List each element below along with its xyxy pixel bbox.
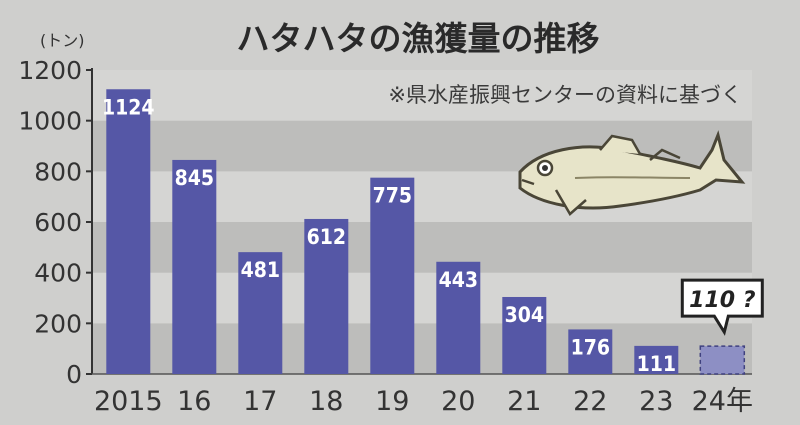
category-label: 20 (441, 386, 475, 417)
bar-value-label: 304 (505, 303, 544, 327)
bar (304, 218, 349, 374)
fish-icon (518, 130, 746, 216)
grid-band (92, 70, 752, 121)
category-label: 19 (375, 386, 409, 417)
y-tick-label: 600 (34, 208, 82, 237)
y-tick-label: 400 (34, 259, 82, 288)
category-label: 2015 (94, 386, 163, 417)
callout-label: 110 ? (689, 288, 756, 313)
y-tick-label: 1200 (18, 56, 82, 85)
bar (568, 329, 613, 374)
bar-value-label: 176 (571, 335, 610, 359)
bar-value-label: 612 (307, 225, 346, 249)
y-tick-label: 200 (34, 309, 82, 338)
source-note: ※県水産振興センターの資料に基づく (388, 83, 742, 107)
y-tick-labels: 0 200 400 600 800 1000 1200 (18, 56, 82, 389)
category-label: 23 (639, 386, 673, 417)
bar-value-label: 845 (175, 166, 214, 190)
bar-value-label: 443 (439, 268, 478, 292)
bar-value-label: 111 (637, 352, 676, 376)
bar-value-label: 481 (241, 258, 280, 282)
category-labels: 2015 16 17 18 19 20 21 22 23 24年 (94, 386, 753, 417)
chart-title: ハタハタの漁獲量の推移 (237, 19, 600, 58)
y-tick-label: 800 (34, 157, 82, 186)
bar (172, 159, 217, 374)
bar (502, 296, 547, 374)
bar (634, 345, 679, 374)
bar (436, 261, 481, 374)
category-label: 22 (573, 386, 607, 417)
bar-value-label: 1124 (102, 95, 155, 119)
bar-value-labels: 1124 845 481 612 775 443 304 176 111 (102, 95, 676, 376)
unit-label: (トン) (40, 31, 85, 50)
category-label: 17 (243, 386, 277, 417)
category-label: 18 (309, 386, 343, 417)
bars (106, 89, 746, 375)
category-label: 16 (177, 386, 211, 417)
bar (370, 177, 415, 374)
bar (106, 89, 151, 375)
bar (699, 345, 746, 375)
bar (238, 252, 283, 374)
category-label: 21 (507, 386, 541, 417)
bar-value-label: 775 (373, 184, 412, 208)
estimate-callout: 110 ? (680, 278, 764, 336)
y-tick-label: 1000 (18, 107, 82, 136)
y-tick-label: 0 (66, 360, 82, 389)
category-label: 24年 (692, 386, 753, 417)
callout-box (680, 278, 764, 336)
